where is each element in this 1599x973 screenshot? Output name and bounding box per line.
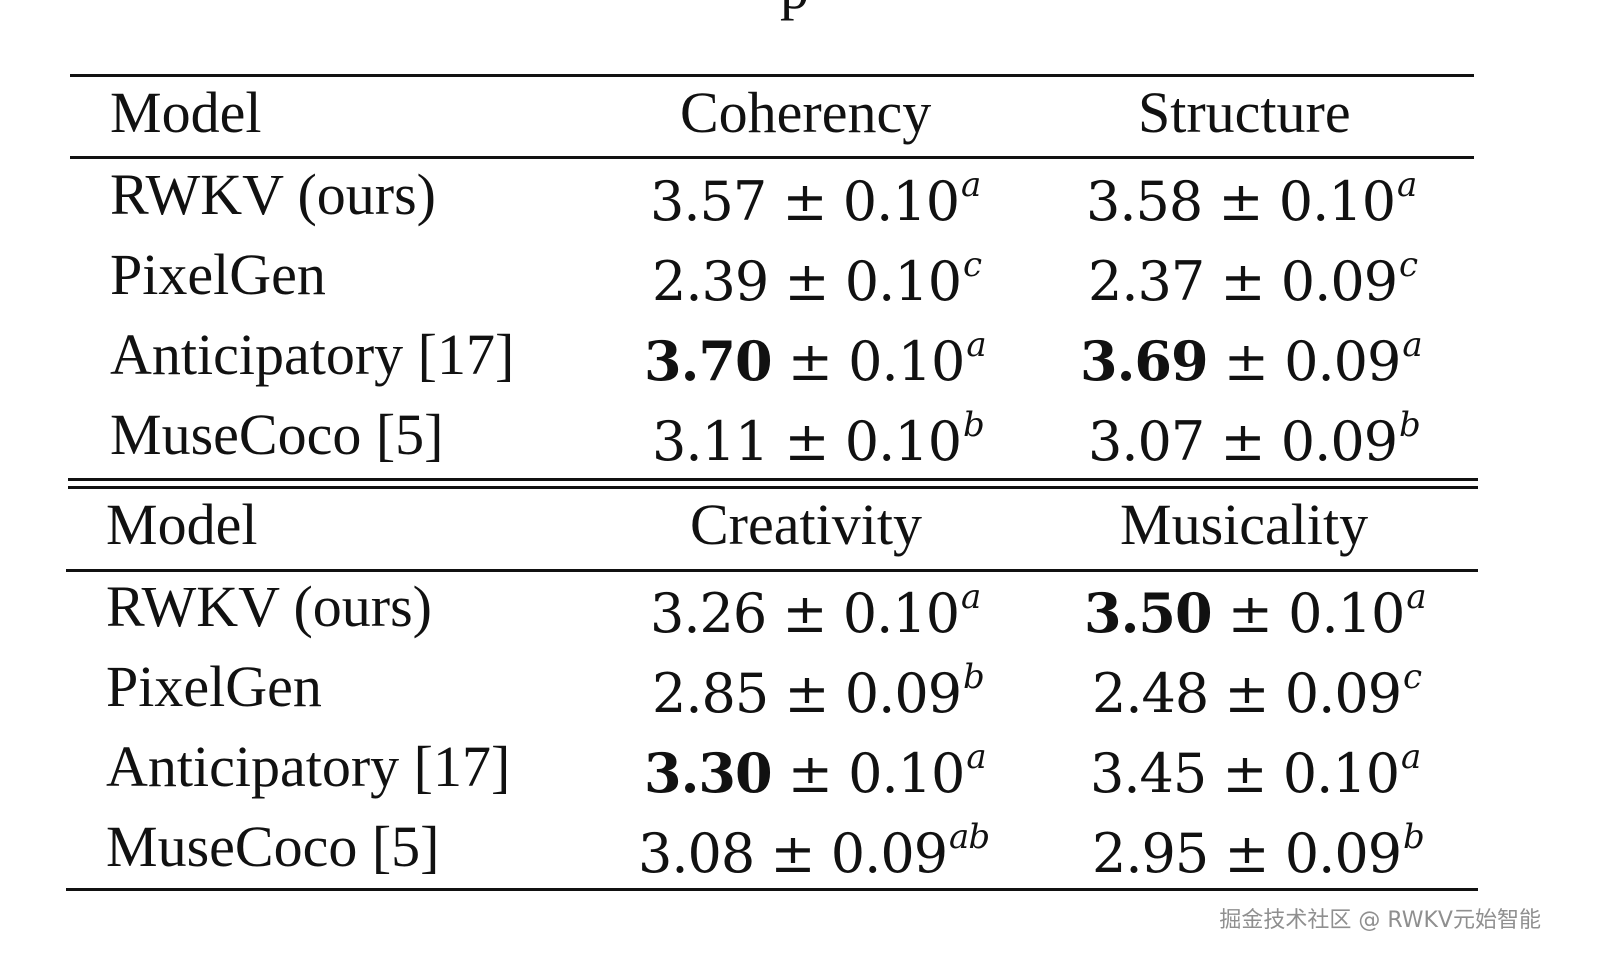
table1-row2-structure: 2.37 ± 0.09c xyxy=(1088,245,1418,313)
table2-row1-creativity: 3.26 ± 0.10a xyxy=(650,577,981,645)
table2-row3-creativity: 3.30 ± 0.10a xyxy=(644,737,987,805)
caption-fragment: p xyxy=(780,0,809,18)
table1-row2-coherency: 2.39 ± 0.10c xyxy=(652,245,982,313)
table1-row2-model: PixelGen xyxy=(110,242,326,307)
table2-bottom-rule xyxy=(66,888,1478,891)
table1-header-rule xyxy=(70,156,1474,159)
table1-header-model: Model xyxy=(110,80,262,145)
table2-header-model: Model xyxy=(106,492,258,557)
table1-header-coherency: Coherency xyxy=(680,80,932,145)
double-rule-bottom xyxy=(68,486,1478,489)
table2-row2-creativity: 2.85 ± 0.09b xyxy=(652,657,985,725)
table1-top-rule xyxy=(70,74,1474,77)
table2-row1-musicality: 3.50 ± 0.10a xyxy=(1084,577,1427,645)
table2-row4-musicality: 2.95 ± 0.09b xyxy=(1092,817,1425,885)
table2-row3-musicality: 3.45 ± 0.10a xyxy=(1090,737,1421,805)
table1-row3-structure: 3.69 ± 0.09a xyxy=(1080,325,1423,393)
table1-row3-coherency: 3.70 ± 0.10a xyxy=(644,325,987,393)
table1-row1-coherency: 3.57 ± 0.10a xyxy=(650,165,981,233)
table2-header-musicality: Musicality xyxy=(1120,492,1369,557)
table2-header-creativity: Creativity xyxy=(690,492,922,557)
table2-row4-creativity: 3.08 ± 0.09ab xyxy=(638,817,990,885)
table2-header-rule xyxy=(66,569,1478,572)
table2-row4-model: MuseCoco [5] xyxy=(106,814,440,879)
table1-row4-model: MuseCoco [5] xyxy=(110,402,444,467)
table1-row4-structure: 3.07 ± 0.09b xyxy=(1088,405,1421,473)
table1-row4-coherency: 3.11 ± 0.10b xyxy=(652,405,985,473)
table1-row1-structure: 3.58 ± 0.10a xyxy=(1086,165,1417,233)
double-rule-top xyxy=(68,478,1478,481)
table2-row1-model: RWKV (ours) xyxy=(106,574,432,639)
table2-row3-model: Anticipatory [17] xyxy=(106,734,511,799)
table1-header-structure: Structure xyxy=(1138,80,1351,145)
table2-row2-model: PixelGen xyxy=(106,654,322,719)
watermark: 掘金技术社区 @ RWKV元始智能 xyxy=(1219,908,1541,933)
table1-row3-model: Anticipatory [17] xyxy=(110,322,515,387)
table1-row1-model: RWKV (ours) xyxy=(110,162,436,227)
table2-row2-musicality: 2.48 ± 0.09c xyxy=(1092,657,1422,725)
